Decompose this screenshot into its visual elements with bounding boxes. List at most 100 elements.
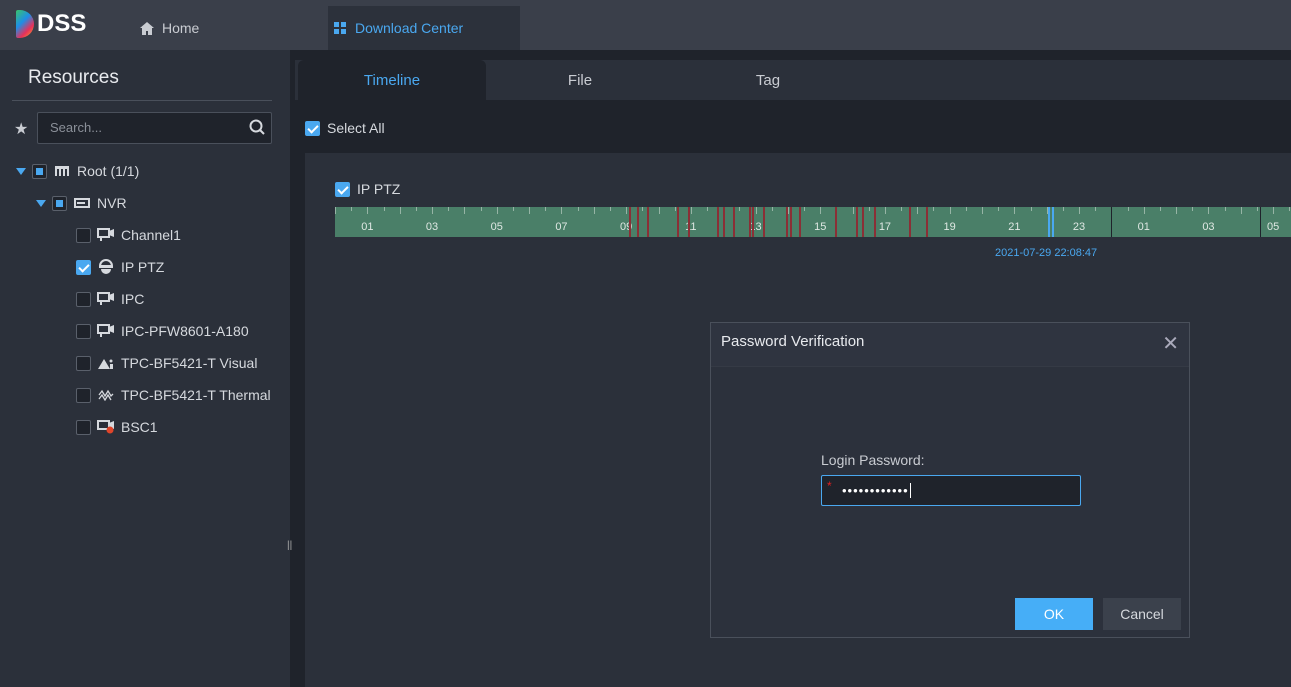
checkbox[interactable] xyxy=(76,259,91,275)
alarm-record-mark xyxy=(716,207,719,237)
splitter-handle-icon[interactable]: || xyxy=(287,540,293,551)
tree-item-label: TPC-BF5421-T Visual xyxy=(121,355,258,371)
timeline-tick xyxy=(998,207,1000,211)
checkbox[interactable] xyxy=(76,323,91,339)
dialog-title: Password Verification xyxy=(711,323,1189,367)
alarm-record-mark xyxy=(749,207,752,237)
nvr-icon xyxy=(73,195,91,211)
timeline-tick xyxy=(415,207,417,211)
alarm-record-mark xyxy=(763,207,766,237)
ok-button[interactable]: OK xyxy=(1015,598,1093,630)
expand-triangle-icon[interactable] xyxy=(16,167,26,175)
tab-home[interactable]: Home xyxy=(140,20,199,36)
day-boundary xyxy=(1111,207,1113,237)
timeline-hour-label: 01 xyxy=(361,221,374,233)
search-icon[interactable] xyxy=(249,119,265,135)
timeline-tick xyxy=(933,207,935,211)
timeline-tick xyxy=(593,207,595,214)
tab-download-center[interactable]: Download Center xyxy=(328,6,520,50)
timeline-tick xyxy=(1159,207,1161,211)
alarm-record-mark xyxy=(874,207,877,237)
timeline-hour-label: 15 xyxy=(814,221,827,233)
checkbox[interactable] xyxy=(76,227,91,243)
checkbox[interactable] xyxy=(335,181,350,197)
timeline-hour-label: 01 xyxy=(1137,221,1150,233)
select-all-checkbox[interactable]: Select All xyxy=(305,120,385,136)
alarm-record-mark xyxy=(909,207,912,237)
playback-cursor[interactable] xyxy=(1048,207,1055,237)
checkbox[interactable] xyxy=(52,195,67,211)
timeline-hour-label: 21 xyxy=(1008,221,1021,233)
tree-item[interactable]: IPC xyxy=(76,289,144,309)
tree-item[interactable]: BSC1 xyxy=(76,417,158,437)
alarm-record-mark xyxy=(722,207,725,237)
password-field[interactable]: * •••••••••••• xyxy=(821,475,1081,506)
timeline-hour-label: 05 xyxy=(1267,221,1280,233)
tab-download-center-label: Download Center xyxy=(355,20,464,36)
timeline-tick xyxy=(1014,207,1016,214)
alarm-record-mark xyxy=(752,207,755,237)
timeline-tick xyxy=(577,207,579,211)
close-icon[interactable]: ✕ xyxy=(1162,333,1179,355)
expand-triangle-icon[interactable] xyxy=(36,199,46,207)
password-verification-dialog: Password Verification ✕ Login Password: … xyxy=(710,322,1190,638)
timeline-tick xyxy=(755,207,757,214)
timeline-tick xyxy=(674,207,676,211)
sidebar-splitter[interactable] xyxy=(290,50,295,687)
timeline-tick xyxy=(739,207,741,211)
timeline-tick xyxy=(1062,207,1064,211)
timeline-tick xyxy=(1046,207,1048,214)
timeline-hour-label: 05 xyxy=(490,221,503,233)
timeline-hour-label: 17 xyxy=(878,221,892,233)
timeline-tick xyxy=(917,207,919,214)
timeline-tick xyxy=(351,207,353,211)
tree-item[interactable]: Root (1/1) xyxy=(16,161,139,181)
alarm-record-mark xyxy=(646,207,649,237)
timeline-tick xyxy=(399,207,401,214)
favorites-star-icon[interactable]: ★ xyxy=(14,121,29,138)
checkbox[interactable] xyxy=(76,291,91,307)
cancel-button[interactable]: Cancel xyxy=(1103,598,1181,630)
thermal-icon xyxy=(97,387,115,403)
day-boundary xyxy=(1260,207,1262,237)
tab-file[interactable]: File xyxy=(567,72,593,89)
tab-tag[interactable]: Tag xyxy=(755,72,781,89)
tree-item[interactable]: Channel1 xyxy=(76,225,181,245)
timeline-tick xyxy=(480,207,482,211)
divider xyxy=(12,100,272,101)
checkbox[interactable] xyxy=(305,120,320,136)
timeline-tick xyxy=(626,207,628,214)
checkbox[interactable] xyxy=(76,419,91,435)
timeline-tick xyxy=(804,207,806,211)
search-input[interactable]: Search... xyxy=(37,112,272,144)
alarm-record-mark xyxy=(799,207,802,237)
tree-item[interactable]: TPC-BF5421-T Thermal xyxy=(76,385,271,405)
tree-item[interactable]: IPC-PFW8601-A180 xyxy=(76,321,249,341)
timeline-tick xyxy=(868,207,870,211)
tree-item-label: Root (1/1) xyxy=(77,163,140,179)
timeline-tick xyxy=(383,207,385,211)
alarm-record-mark xyxy=(785,207,788,237)
timeline-hour-label: 03 xyxy=(1202,221,1215,233)
timeline-tick xyxy=(1030,207,1032,211)
tree-item-label: IPC xyxy=(121,291,145,307)
tree-item[interactable]: NVR xyxy=(36,193,127,213)
org-icon xyxy=(53,163,71,179)
timeline-tick xyxy=(367,207,369,214)
tree-item[interactable]: IP PTZ xyxy=(76,257,164,277)
timeline-tick xyxy=(787,207,789,214)
home-icon xyxy=(140,21,154,35)
timeline-tick xyxy=(529,207,531,214)
tab-home-label: Home xyxy=(162,20,200,36)
checkbox[interactable] xyxy=(76,387,91,403)
alarm-record-mark xyxy=(862,207,865,237)
tab-timeline[interactable]: Timeline xyxy=(298,60,486,100)
channel-checkbox[interactable]: IP PTZ xyxy=(335,181,400,197)
timeline-bar[interactable]: 01 03 05 07 09 11 13 15 17 19 21 23 01 03 05 xyxy=(335,207,1291,237)
checkbox[interactable] xyxy=(76,355,91,371)
timeline-tick xyxy=(1289,207,1291,211)
checkbox[interactable] xyxy=(32,163,47,179)
search-placeholder: Search... xyxy=(50,120,103,135)
tree-item[interactable]: TPC-BF5421-T Visual xyxy=(76,353,257,373)
timeline-tick xyxy=(1256,207,1258,211)
